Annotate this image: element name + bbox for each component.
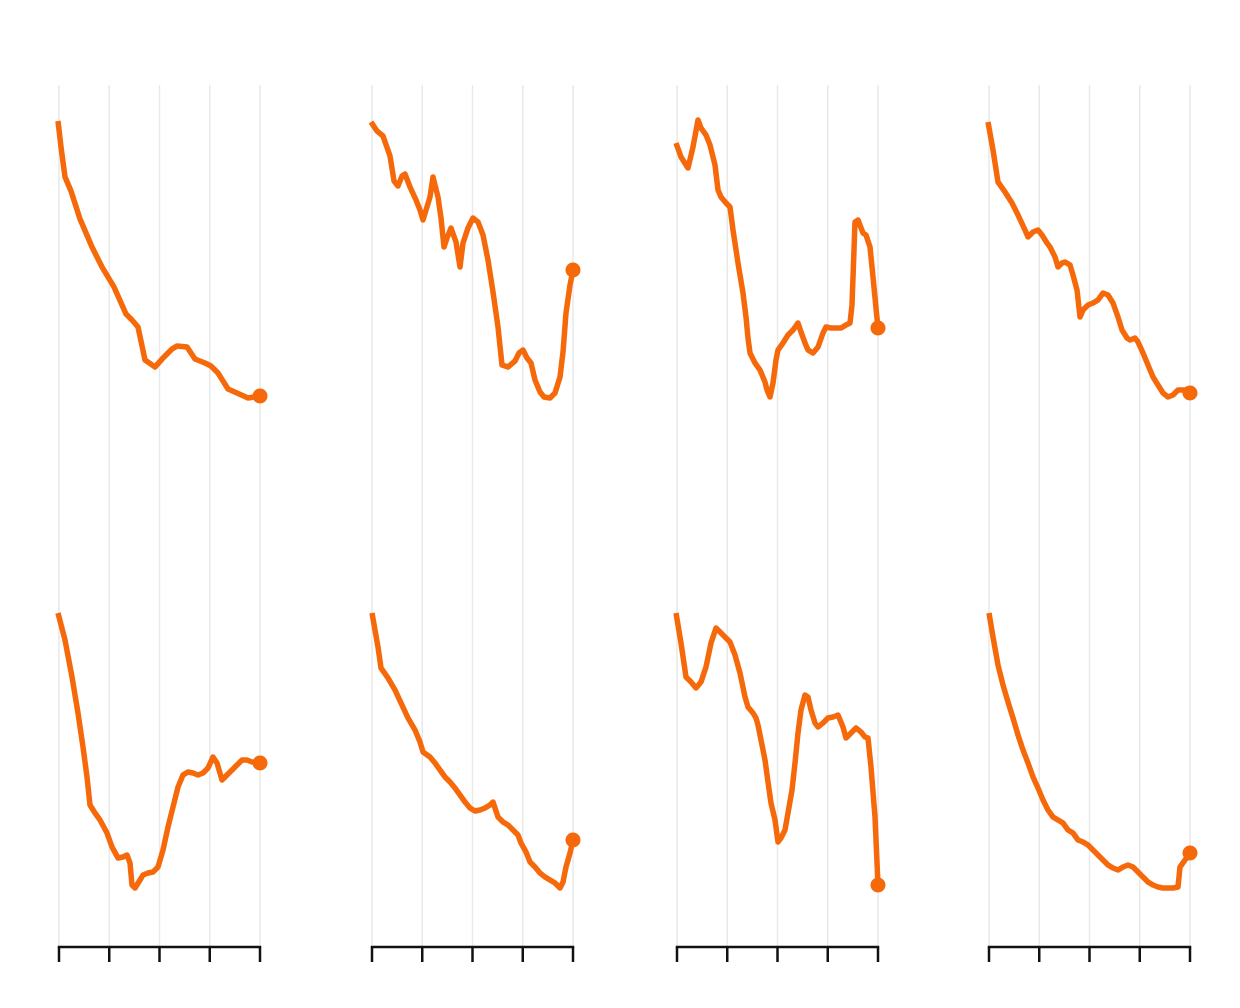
trend-line (985, 121, 1192, 400)
column-panel-3 (675, 85, 880, 962)
chart-row2-col4 (986, 612, 1198, 891)
chart-row1-col1 (55, 120, 268, 404)
trend-line (673, 117, 881, 400)
endpoint-dot (252, 388, 268, 404)
chart-row2-col3 (673, 612, 886, 893)
trend-line (673, 612, 881, 886)
column-panel-4 (987, 85, 1192, 962)
chart-row1-col2 (368, 120, 581, 401)
endpoint-dot (870, 320, 886, 336)
trend-line (986, 612, 1193, 891)
endpoint-dot (252, 755, 268, 771)
column-panel-2 (370, 85, 575, 962)
chart-row1-col3 (673, 117, 886, 400)
column-panel-1 (57, 85, 262, 962)
trend-line (368, 120, 576, 401)
endpoint-dot (1182, 845, 1198, 861)
endpoint-dot (870, 877, 886, 893)
endpoint-dot (565, 832, 581, 848)
chart-row1-col4 (985, 121, 1198, 401)
chart-row2-col2 (369, 612, 581, 891)
endpoint-dot (565, 262, 581, 278)
trend-line (55, 612, 261, 891)
trend-line (55, 120, 261, 401)
trend-line (369, 612, 576, 891)
endpoint-dot (1182, 385, 1198, 401)
chart-row2-col1 (55, 612, 268, 891)
